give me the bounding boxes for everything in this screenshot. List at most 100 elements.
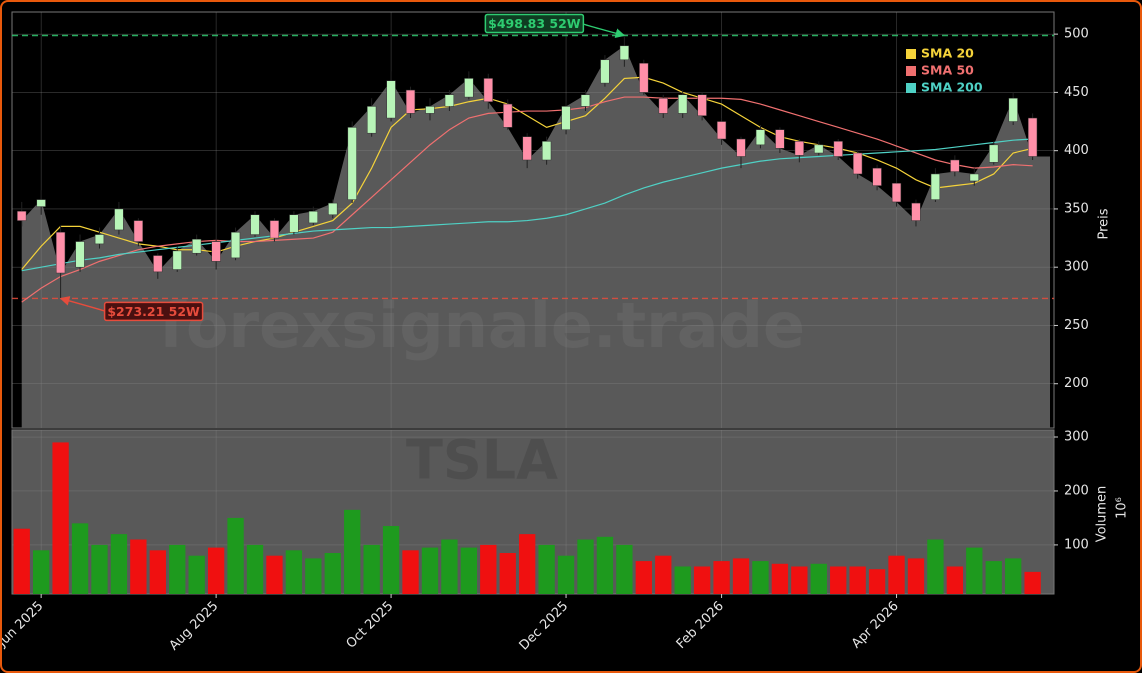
volume-bar [363, 544, 380, 594]
volume-bar [266, 555, 283, 594]
volume-bar [655, 555, 672, 594]
volume-bar [324, 553, 341, 594]
candle-body [464, 78, 474, 98]
y-axis-label: Volumen [1095, 486, 1110, 543]
volume-bar [966, 547, 983, 594]
volume-bar [480, 544, 497, 594]
volume-bar [907, 558, 925, 594]
candle-body [386, 80, 396, 119]
candle-body [367, 106, 377, 134]
volume-bar [713, 561, 730, 594]
x-tick-label: Dec 2025 [517, 599, 572, 654]
volume-bar [13, 528, 30, 594]
candle-body [716, 121, 727, 140]
candle-body [17, 211, 27, 221]
candle-body [794, 141, 804, 156]
volume-bar [810, 563, 827, 594]
volume-bar [927, 539, 944, 594]
candle-body [736, 138, 746, 157]
candle-body [833, 141, 843, 157]
volume-bar [693, 566, 711, 594]
candle-body [444, 94, 455, 107]
x-tick-label: Aug 2025 [167, 599, 222, 654]
legend-swatch [906, 66, 916, 76]
volume-bar [130, 539, 147, 594]
candle-body [950, 159, 960, 172]
volume-bar [946, 566, 964, 594]
sma-line [21, 96, 1033, 303]
volume-bar [32, 550, 50, 594]
candle-body [211, 241, 221, 262]
annotation-box [103, 301, 204, 322]
volume-bar [305, 558, 322, 594]
volume-bar [616, 544, 633, 594]
x-tick-label: Oct 2025 [344, 599, 397, 652]
candle-body [853, 152, 863, 175]
candle-body [930, 173, 941, 200]
volume-bar [830, 566, 847, 594]
y-tick-label: 450 [1064, 85, 1089, 100]
y-axis-label: Preis [1097, 208, 1112, 239]
volume-bar [110, 534, 128, 594]
candle-body [172, 250, 182, 270]
volume-bar [1024, 571, 1041, 594]
candle-body [561, 106, 571, 130]
volume-bar [207, 547, 225, 594]
annotation-box [484, 13, 585, 34]
candle-body [36, 199, 46, 207]
y-tick-label: 250 [1064, 318, 1089, 333]
legend-label: SMA 200 [921, 80, 983, 95]
sma-line [21, 138, 1033, 272]
watermark: TSLA [406, 429, 558, 492]
candle-body [522, 136, 532, 161]
candle-body [891, 183, 902, 203]
volume-bar [538, 544, 555, 594]
volume-bar [519, 534, 536, 594]
y-tick-label: 300 [1064, 260, 1089, 275]
candle-body [600, 59, 610, 84]
candle-body [678, 94, 688, 114]
candle-body [755, 129, 766, 146]
volume-bar [441, 539, 458, 594]
legend-swatch [906, 49, 916, 59]
legend-swatch [906, 83, 916, 93]
volume-bar [227, 517, 244, 594]
volume-bar [460, 547, 478, 594]
volume-bar [149, 550, 166, 594]
y-tick-label: 400 [1064, 143, 1089, 158]
volume-bar [791, 566, 808, 594]
candle-body [347, 127, 357, 200]
volume-bar [888, 555, 905, 594]
candle-body [405, 89, 416, 114]
candle-body [911, 202, 921, 221]
candle-body [658, 97, 668, 114]
candle-body [133, 220, 143, 242]
candle-body [619, 45, 629, 61]
annotation-label: $273.21 52W [107, 304, 200, 319]
volume-bar [849, 566, 866, 594]
candle-body [872, 167, 882, 186]
candle-body [269, 220, 280, 239]
candle-body [969, 173, 979, 182]
candle-body [697, 94, 707, 116]
candle-body [503, 103, 513, 128]
volume-bar [382, 526, 400, 594]
candle-body [1027, 117, 1038, 157]
volume-bar [577, 539, 594, 594]
sma-line [21, 76, 1033, 270]
candle-body [814, 144, 824, 154]
volume-bar [344, 509, 361, 594]
y-tick-label: 350 [1064, 201, 1089, 216]
volume-bar [752, 561, 769, 594]
volume-bar [71, 523, 89, 594]
volume-bar [1005, 558, 1022, 594]
candle-body [483, 78, 493, 102]
volume-bar [596, 536, 614, 594]
candle-body [1008, 97, 1018, 122]
volume-bar [52, 442, 69, 594]
y-axis-unit: 10⁶ [1115, 497, 1130, 519]
y-tick-label: 200 [1064, 376, 1089, 391]
price-area [21, 45, 1051, 428]
